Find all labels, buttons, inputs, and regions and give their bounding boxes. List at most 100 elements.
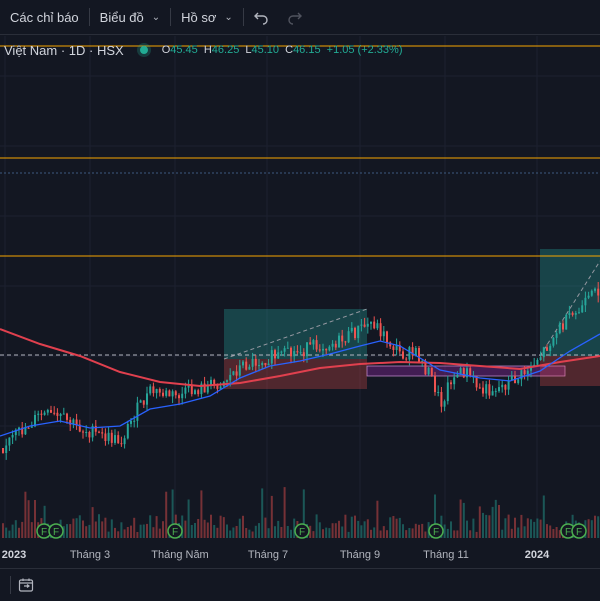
candle-body [130,420,132,424]
candle-body [258,365,260,367]
redo-button[interactable] [278,0,312,34]
candle-body [149,386,152,394]
candle-body [386,331,388,343]
candle-body [267,363,270,365]
candle-body [139,400,142,403]
candle-body [555,333,558,338]
candle-body [411,347,414,356]
candle-body [91,426,94,438]
volume-bar [523,526,526,538]
candle-body [62,413,65,415]
volume-bar [91,507,94,538]
volume-bar [136,532,139,538]
volume-bar [72,518,75,538]
volume-bar [376,500,379,538]
volume-bar [126,527,129,538]
candle-body [562,323,564,330]
date-range-button[interactable] [11,570,41,600]
volume-bar [181,515,184,538]
candle-body [427,367,430,375]
volume-bar [446,528,449,538]
volume-bar [248,529,251,538]
candle-body [261,363,264,366]
candle-body [507,380,510,390]
chevron-down-icon: ⌄ [224,11,233,23]
candle-body [526,370,529,375]
time-axis-label: Tháng 3 [70,549,110,561]
volume-bar [558,530,561,538]
volume-bar [360,525,363,538]
volume-bar [421,523,424,538]
profile-menu-button[interactable]: Hồ sơ ⌄ [171,0,243,34]
candle-body [523,370,526,375]
candle-body [494,391,497,393]
calendar-range-icon [18,578,34,592]
candle-body [8,437,11,446]
volume-bar [315,514,318,538]
volume-bar [357,520,360,538]
volume-bar [107,531,110,538]
candle-body [594,288,596,291]
volume-bar [75,518,78,538]
candle-body [590,290,593,296]
candle-body [117,435,120,444]
candle-body [517,379,520,384]
toolbar-divider [242,8,244,26]
candle-body [549,345,552,351]
volume-bar [341,526,344,538]
symbol-title[interactable]: Việt Nam · 1D · HSX [4,42,124,58]
candle-body [520,370,523,380]
volume-bar [456,530,459,538]
volume-bar [82,520,84,538]
candle-body [158,389,161,393]
candle-body [18,427,20,430]
volume-bar [338,520,340,538]
volume-bar [546,524,548,538]
event-marker-label: F [565,527,571,538]
volume-bar [405,530,408,538]
volume-bar [392,516,395,538]
volume-bar [238,518,241,538]
candle-body [325,348,328,351]
chart-menu-button[interactable]: Biểu đồ ⌄ [90,0,170,34]
candle-body [178,395,180,399]
candle-body [136,402,139,421]
volume-bar [152,527,155,538]
candle-body [504,384,507,390]
volume-bar [130,525,132,538]
event-marker-label: F [299,527,305,538]
toolbar-divider [170,8,172,26]
candle-body [254,358,257,366]
candle-body [75,419,78,425]
candle-body [251,358,254,367]
volume-bar [123,529,126,538]
candle-body [354,327,356,339]
candle-body [283,348,286,352]
volume-bar [30,522,33,538]
candle-body [475,376,478,388]
volume-bar [491,506,494,538]
undo-button[interactable] [244,0,278,34]
indicators-button[interactable]: Các chỉ báo [0,0,89,34]
candle-body [462,368,465,378]
volume-bar [139,524,142,538]
candle-body [219,386,222,389]
volume-bar [187,499,190,538]
candle-body [190,385,193,395]
candle-body [155,389,158,394]
candle-body [398,345,401,352]
volume-bar [245,528,248,538]
volume-bar [254,525,257,538]
time-axis: 2023 Tháng 3 Tháng Năm Tháng 7 Tháng 9 Tháng … [2,549,550,561]
volume-bar [24,491,27,538]
volume-bar [232,527,235,538]
candle-body [360,324,363,326]
candle-body [322,348,324,351]
time-axis-label: 2023 [2,549,26,561]
candle-body [184,387,187,394]
volume-bar [155,516,158,538]
redo-icon [288,12,302,25]
candle-body [72,419,75,425]
candle-body [2,448,4,453]
